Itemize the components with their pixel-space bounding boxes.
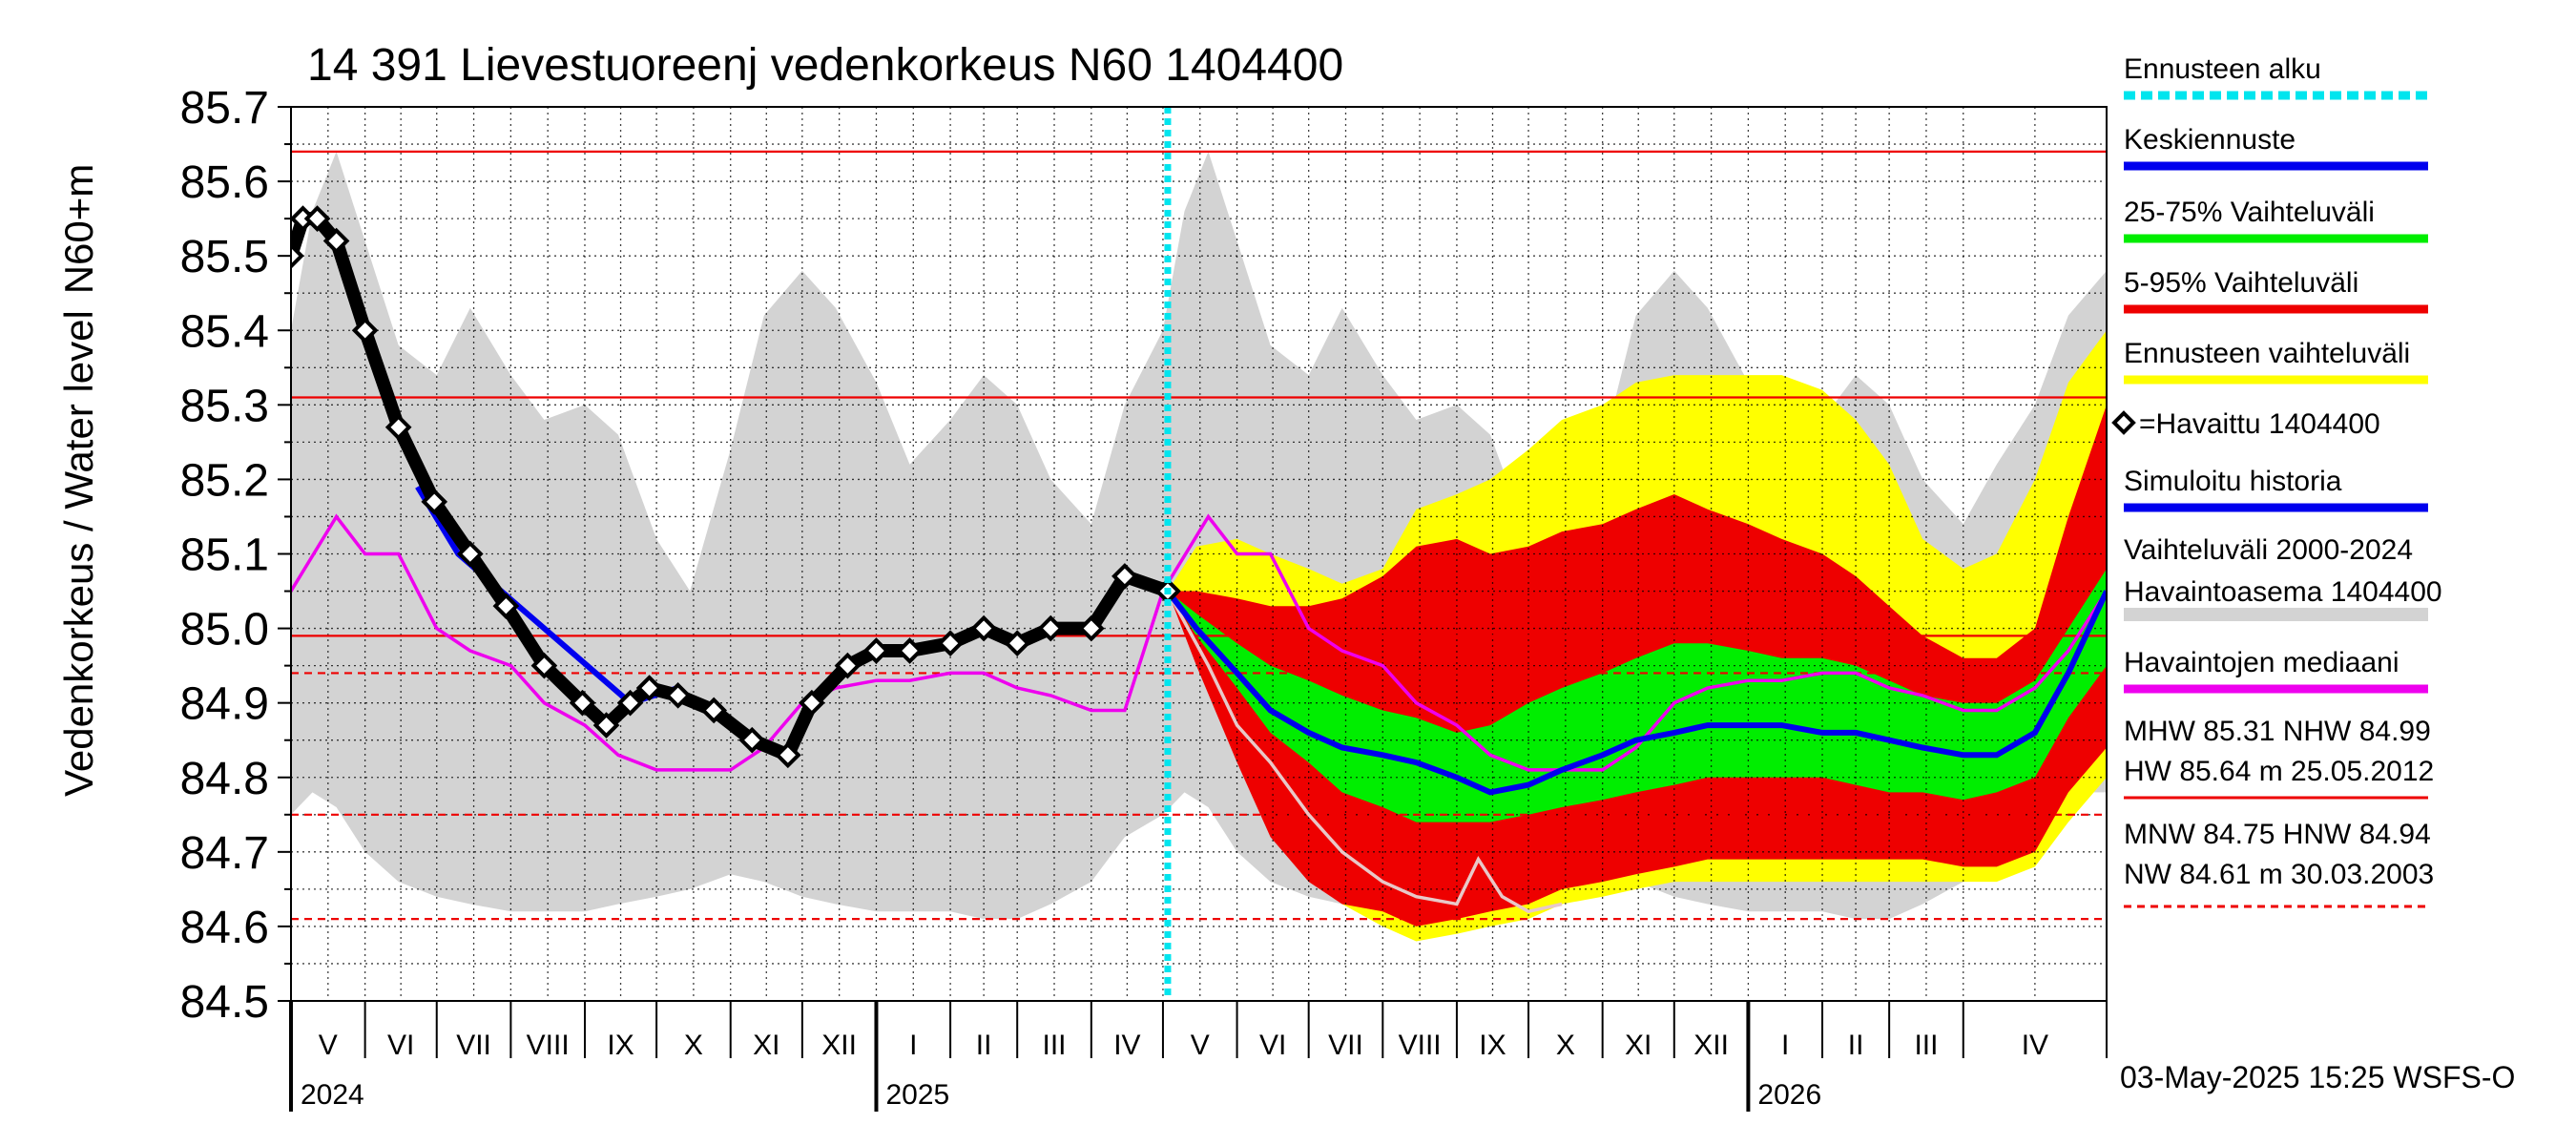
observed-point	[291, 242, 304, 269]
grid-lines	[291, 107, 2107, 1001]
x-month-label: IX	[607, 1030, 634, 1061]
x-month-label: II	[1848, 1030, 1864, 1061]
scenario-line	[1166, 590, 1563, 914]
x-month-label: VII	[456, 1030, 491, 1061]
x-month-label: IX	[1479, 1030, 1506, 1061]
y-tick-label: 85.0	[180, 605, 269, 656]
observed-point	[937, 630, 964, 657]
x-month-label: VI	[387, 1030, 414, 1061]
observed-point	[1077, 614, 1105, 642]
y-tick-label: 85.7	[180, 83, 269, 134]
x-month-label: III	[1914, 1030, 1938, 1061]
observed-point	[322, 227, 350, 255]
y-tick-label: 84.7	[180, 828, 269, 879]
x-month-label: VIII	[1399, 1030, 1442, 1061]
observed-point	[834, 652, 862, 679]
observed-point	[738, 726, 766, 754]
x-month-label: X	[1556, 1030, 1575, 1061]
axes: 84.5 84.6 84.7 84.8 84.9 85.0 85.1 85.2 85.3 85.4…	[180, 83, 2108, 1112]
stats-line-1: MHW 85.31 NHW 84.99	[2124, 716, 2431, 747]
x-month-label: V	[319, 1030, 338, 1061]
observed-point	[492, 593, 520, 619]
observed-point	[1037, 614, 1065, 642]
x-month-label: IV	[1113, 1030, 1140, 1061]
x-month-label: I	[1781, 1030, 1789, 1061]
y-tick-label: 84.5	[180, 977, 269, 1028]
observed-point	[862, 637, 890, 664]
observed-point	[635, 675, 663, 701]
x-month-label: XII	[1693, 1030, 1729, 1061]
legend-label: Ennusteen alku	[2124, 53, 2321, 85]
observed-point	[1004, 630, 1031, 657]
legend: Ennusteen alku Keskiennuste 25-75% Vaihtel…	[2111, 53, 2442, 694]
legend-label: Ennusteen vaihteluväli	[2124, 338, 2410, 369]
observed-point	[351, 317, 379, 344]
y-tick-label: 84.9	[180, 679, 269, 730]
x-year-label: 2026	[1757, 1079, 1821, 1111]
y-tick-label: 85.1	[180, 531, 269, 581]
observed-point	[530, 652, 558, 679]
x-month-label: V	[1191, 1030, 1210, 1061]
observed-point	[970, 614, 997, 642]
observed-point	[592, 712, 620, 739]
y-tick-label: 85.3	[180, 381, 269, 431]
x-month-label: XI	[1625, 1030, 1652, 1061]
x-year-label: 2024	[301, 1079, 364, 1111]
x-month-label: IV	[2022, 1030, 2048, 1061]
x-month-label: VII	[1328, 1030, 1363, 1061]
legend-marker-observed	[2111, 410, 2136, 435]
x-year-label: 2025	[885, 1079, 949, 1111]
legend-label: 25-75% Vaihteluväli	[2124, 197, 2375, 228]
observed-point	[1111, 563, 1138, 590]
x-month-label: XII	[821, 1030, 857, 1061]
x-month-label: II	[976, 1030, 992, 1061]
legend-label: Vaihteluväli 2000-2024	[2124, 534, 2413, 566]
observed-point	[799, 689, 825, 717]
x-month-label: VIII	[527, 1030, 570, 1061]
data-series	[291, 107, 2107, 1001]
median-line	[291, 513, 2107, 772]
chart-title: 14 391 Lievestuoreenj vedenkorkeus N60 1…	[307, 40, 1343, 91]
y-tick-label: 85.6	[180, 157, 269, 208]
y-tick-label: 84.6	[180, 903, 269, 953]
observed-point	[774, 741, 801, 769]
stats-line-4: NW 84.61 m 30.03.2003	[2124, 859, 2434, 890]
y-tick-label: 85.5	[180, 232, 269, 282]
x-month-label: I	[909, 1030, 917, 1061]
legend-label: 5-95% Vaihteluväli	[2124, 267, 2358, 299]
y-tick-label: 85.2	[180, 455, 269, 506]
footer-timestamp: 03-May-2025 15:25 WSFS-O	[2120, 1060, 2515, 1094]
observed-point	[664, 682, 692, 709]
observed-point	[303, 205, 331, 232]
observed-point	[896, 637, 924, 664]
x-month-label: VI	[1259, 1030, 1286, 1061]
observed-point	[569, 689, 596, 717]
observed-point	[700, 697, 728, 724]
legend-label: =Havaittu 1404400	[2139, 408, 2380, 440]
observed-point	[616, 689, 644, 717]
reference-lines	[291, 150, 2107, 921]
y-axis-label: Vedenkorkeus / Water level	[56, 310, 101, 797]
legend-label: Keskiennuste	[2124, 124, 2296, 156]
mean-forecast-line	[1165, 589, 2107, 796]
x-month-label: XI	[753, 1030, 779, 1061]
observed-point	[421, 489, 448, 515]
stats-line-3: MNW 84.75 HNW 84.94	[2124, 819, 2431, 850]
observed-point	[456, 540, 484, 568]
stats-line-2: HW 85.64 m 25.05.2012	[2124, 756, 2434, 787]
x-month-label: III	[1043, 1030, 1067, 1061]
x-month-label: X	[684, 1030, 703, 1061]
observed-point	[384, 413, 412, 441]
legend-label: Havaintoasema 1404400	[2124, 576, 2442, 608]
legend-label: Simuloitu historia	[2124, 466, 2342, 497]
y-axis-unit-label: N60+m	[56, 164, 101, 295]
y-tick-label: 85.4	[180, 306, 269, 357]
plot-area	[291, 151, 2107, 942]
legend-label: Havaintojen mediaani	[2124, 647, 2399, 678]
y-tick-label: 84.8	[180, 754, 269, 804]
